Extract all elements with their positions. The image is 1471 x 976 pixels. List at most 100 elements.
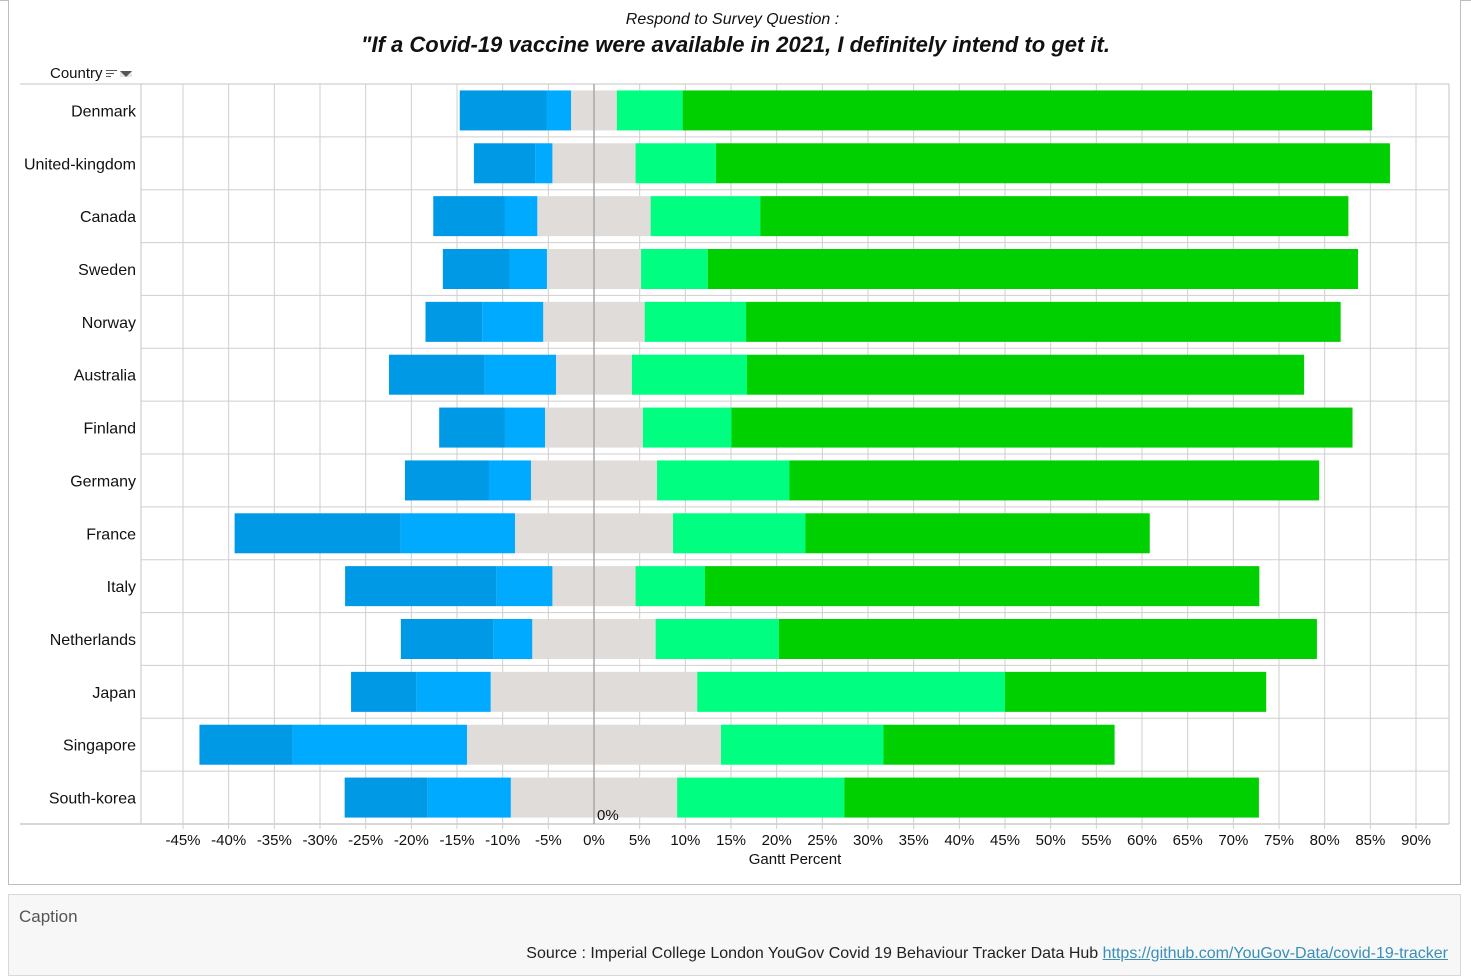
bar-strongly-agree-canada [760,196,1349,237]
bar-agree-canada [650,196,761,237]
bar-strongly-agree-japan [1005,671,1267,712]
x-tick-label: 15% [716,832,746,849]
bar-agree-denmark [616,90,683,131]
bar-strongly-disagree-france [234,513,401,554]
bar-strongly-agree-singapore [883,724,1115,765]
chart-title: "If a Covid-19 vaccine were available in… [361,32,1110,57]
bar-agree-sweden [641,249,708,289]
source-link[interactable]: https://github.com/YouGov-Data/covid-19-… [1102,945,1448,962]
row-label-norway: Norway [82,315,136,332]
row-label-netherlands: Netherlands [50,632,136,649]
bar-strongly-disagree-finland [439,407,505,448]
grid [20,83,1450,829]
x-tick-label: -35% [257,832,292,849]
x-tick-label: 10% [670,832,700,849]
x-tick-label: -5% [535,832,562,849]
source-text: Source : Imperial College London YouGov … [526,945,1099,962]
row-label-japan: Japan [92,685,136,702]
bar-disagree-france [400,513,515,554]
x-tick-label: -15% [439,832,474,849]
x-tick-label: 85% [1355,832,1385,849]
x-tick-label: -45% [165,832,200,849]
bar-disagree-netherlands [493,619,533,659]
bar-strongly-disagree-south-korea [344,777,428,818]
caret-down-icon[interactable] [119,70,132,77]
x-tick-label: 60% [1127,832,1157,849]
x-tick-labels: -45% -40% -35% -30% -25% -20% -15% -10% -5% 0% 5% 1… [165,832,1431,849]
bar-disagree-japan [416,671,491,712]
row-header[interactable]: Country [50,65,132,82]
bar-disagree-united-kingdom [535,143,553,184]
x-tick-label: 5% [629,832,651,849]
bar-strongly-agree-netherlands [778,619,1317,659]
x-tick-label: 80% [1310,832,1340,849]
bar-disagree-singapore [292,724,468,765]
row-label-germany: Germany [70,473,136,490]
source-line: Source : Imperial College London YouGov … [526,945,1448,963]
caption-title: Caption [19,907,78,926]
bar-agree-south-korea [677,777,845,818]
x-tick-label: 65% [1173,832,1203,849]
x-tick-label: 20% [762,832,792,849]
row-header-label: Country [50,65,103,82]
x-tick-label: 70% [1218,832,1248,849]
row-label-united-kingdom: United-kingdom [24,156,136,173]
bar-agree-finland [642,407,732,448]
x-tick-label: -25% [348,832,383,849]
bar-agree-norway [644,301,747,342]
bar-strongly-disagree-netherlands [400,619,494,659]
row-label-canada: Canada [80,209,136,226]
row-label-south-korea: South-korea [49,791,136,808]
bar-agree-germany [657,460,790,501]
sort-descending-icon[interactable] [105,69,118,79]
x-tick-label: 35% [899,832,929,849]
bar-agree-france [673,513,806,554]
bar-agree-singapore [720,724,884,765]
bar-agree-japan [697,671,1005,712]
bar-strongly-agree-australia [746,354,1305,395]
bar-strongly-agree-denmark [682,90,1373,131]
x-tick-label: 55% [1081,832,1111,849]
bar-strongly-agree-united-kingdom [715,143,1390,184]
bar-disagree-south-korea [427,777,511,818]
x-tick-label: 40% [944,832,974,849]
x-tick-label: 75% [1264,832,1294,849]
bar-strongly-disagree-singapore [199,724,293,765]
bar-strongly-disagree-norway [425,301,483,342]
bar-strongly-disagree-germany [404,460,489,501]
row-label-france: France [86,526,136,543]
bar-strongly-agree-italy [704,566,1260,607]
x-tick-label: -40% [211,832,246,849]
x-tick-label: 45% [990,832,1020,849]
chart: Denmark United-kingdom Canada Sweden Norway A… [20,83,1450,849]
bar-strongly-disagree-canada [433,196,505,237]
bar-strongly-disagree-japan [351,671,417,712]
bar-strongly-disagree-denmark [459,90,547,131]
x-tick-label: 25% [807,832,837,849]
bar-agree-australia [631,354,747,395]
bar-strongly-agree-finland [731,407,1353,448]
row-label-singapore: Singapore [63,738,136,755]
row-label-sweden: Sweden [78,262,136,279]
bar-strongly-agree-france [805,513,1150,554]
chart-subtitle: Respond to Survey Question : [625,11,840,28]
x-tick-label: -10% [485,832,520,849]
bar-disagree-norway [482,301,544,342]
x-tick-label: 30% [853,832,883,849]
bar-strongly-agree-norway [746,301,1341,342]
bar-strongly-disagree-italy [345,566,497,607]
row-label-italy: Italy [107,579,136,596]
x-tick-label: 0% [583,832,605,849]
caption-panel: Caption Source : Imperial College London… [8,894,1461,976]
bar-disagree-finland [504,407,546,448]
bar-disagree-italy [496,566,553,607]
bar-disagree-australia [484,354,557,395]
bar-strongly-agree-germany [789,460,1320,501]
bar-agree-italy [635,566,705,607]
x-tick-label: -20% [394,832,429,849]
bar-strongly-agree-sweden [707,249,1359,289]
bar-strongly-disagree-australia [388,354,485,395]
bar-disagree-canada [504,196,538,237]
row-labels: Denmark United-kingdom Canada Sweden Norway A… [24,103,137,807]
row-label-denmark: Denmark [71,103,137,120]
